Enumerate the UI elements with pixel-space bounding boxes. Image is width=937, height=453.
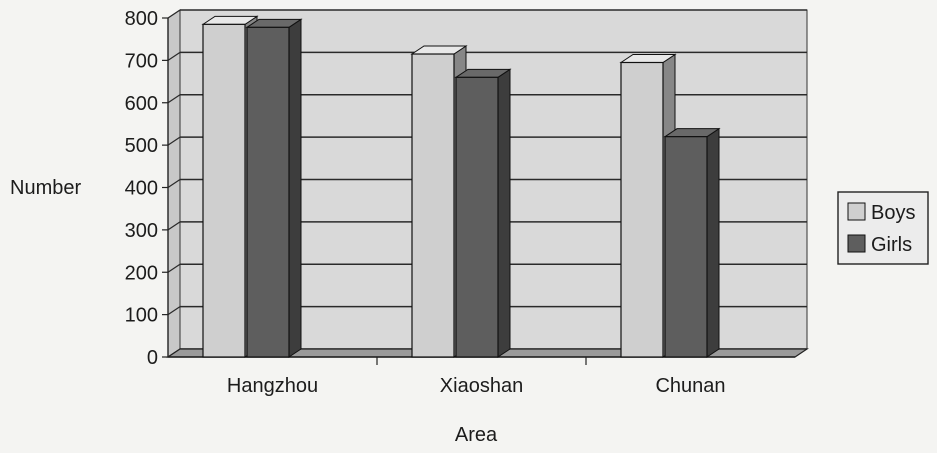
y-tick-label: 600 xyxy=(125,93,158,115)
bar-side xyxy=(706,127,720,358)
bar-front xyxy=(246,26,290,358)
x-tick-label: Xiaoshan xyxy=(440,375,523,397)
bar-side xyxy=(497,68,511,358)
x-tick-labels: Hangzhou Xiaoshan Chunan xyxy=(227,375,726,397)
bar-front xyxy=(620,61,664,358)
bar-front xyxy=(455,76,499,358)
legend-swatch xyxy=(847,202,866,221)
bar-front xyxy=(202,23,246,358)
y-tick-label: 100 xyxy=(125,305,158,327)
y-tick-label: 700 xyxy=(125,50,158,72)
bars xyxy=(201,15,721,358)
bar-front xyxy=(411,53,455,358)
gridline-side xyxy=(167,94,181,104)
bar xyxy=(663,127,721,358)
y-tick-label: 200 xyxy=(125,262,158,284)
bar-front xyxy=(664,136,708,358)
x-tick-label: Hangzhou xyxy=(227,375,318,397)
y-tick-label: 300 xyxy=(125,220,158,242)
legend-swatch xyxy=(847,234,866,253)
y-axis-label: Number xyxy=(10,177,81,199)
gridline-side xyxy=(167,306,181,316)
bar-side xyxy=(288,18,302,358)
gridline-side xyxy=(167,221,181,231)
x-axis-label: Area xyxy=(455,424,498,446)
y-tick-label: 0 xyxy=(147,347,158,369)
bar xyxy=(454,68,512,358)
legend-label: Boys xyxy=(871,202,915,224)
gridline-side xyxy=(167,263,181,273)
y-tick-label: 800 xyxy=(125,8,158,30)
gridline-side xyxy=(167,9,181,19)
bar xyxy=(245,18,303,358)
gridline-side xyxy=(167,51,181,61)
gridline-side xyxy=(167,179,181,188)
y-tick-labels: 0 100 200 300 400 500 600 700 800 xyxy=(125,8,168,369)
y-tick-label: 400 xyxy=(125,178,158,200)
legend-label: Girls xyxy=(871,234,912,256)
y-tick-label: 500 xyxy=(125,135,158,157)
x-tick-label: Chunan xyxy=(655,375,725,397)
legend: Boys Girls xyxy=(837,191,929,265)
gridline-side xyxy=(167,136,181,146)
